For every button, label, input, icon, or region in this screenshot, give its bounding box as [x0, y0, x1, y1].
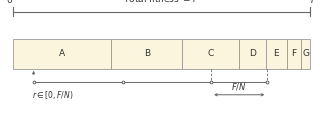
Text: G: G	[302, 49, 309, 58]
Text: B: B	[144, 49, 150, 58]
Bar	[239, 39, 266, 69]
Bar	[287, 39, 301, 69]
Text: C: C	[208, 49, 214, 58]
Bar	[111, 39, 182, 69]
Text: A: A	[59, 49, 65, 58]
Text: $r \in [0, F/N)$: $r \in [0, F/N)$	[32, 89, 74, 101]
Text: 0: 0	[7, 0, 12, 5]
Bar	[13, 39, 111, 69]
Bar	[301, 39, 310, 69]
Text: $F$: $F$	[310, 0, 317, 5]
Text: D: D	[249, 49, 256, 58]
Text: $F/N$: $F/N$	[231, 81, 247, 92]
Text: Total fitness $= F$: Total fitness $= F$	[123, 0, 200, 4]
Bar	[182, 39, 239, 69]
Text: F: F	[292, 49, 297, 58]
Bar	[266, 39, 287, 69]
Text: E: E	[273, 49, 279, 58]
